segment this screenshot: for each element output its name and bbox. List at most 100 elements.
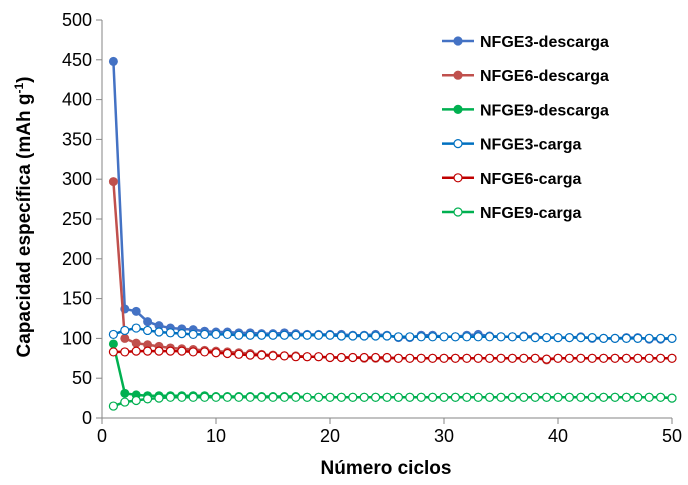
data-point [553, 333, 563, 343]
data-point [279, 351, 289, 361]
data-point [450, 392, 460, 402]
legend-swatch-marker [453, 70, 463, 80]
data-point [621, 353, 632, 363]
legend-entry: NFGE6-carga [442, 171, 581, 188]
y-tick-label: 300 [62, 169, 92, 189]
data-point [655, 392, 666, 402]
data-point [222, 329, 232, 340]
data-point [485, 392, 495, 402]
series-NFGE3-carga [108, 323, 677, 343]
data-point [473, 332, 483, 342]
data-point [439, 392, 449, 402]
data-point [633, 392, 643, 402]
data-point [177, 329, 187, 339]
data-point [302, 392, 312, 402]
data-point [371, 331, 381, 341]
data-point [416, 332, 426, 342]
data-point [177, 392, 187, 402]
data-point [416, 392, 426, 402]
legend-label: NFGE9-carga [480, 205, 581, 222]
y-axis-title: Capacidad específica (mAh g-1) [12, 77, 35, 358]
data-point [598, 353, 609, 363]
data-point [291, 392, 301, 402]
legend-label: NFGE6-descarga [480, 68, 609, 85]
data-point [530, 353, 540, 363]
data-point [428, 392, 438, 402]
data-point [222, 392, 232, 402]
data-point [621, 392, 632, 402]
data-point [120, 333, 130, 343]
legend-label: NFGE6-carga [480, 171, 581, 188]
series-NFGE3-descarga [108, 56, 677, 344]
x-tick-label: 30 [434, 426, 454, 446]
data-point [519, 353, 529, 363]
data-point [336, 392, 346, 402]
data-point [131, 338, 141, 348]
data-point [439, 353, 449, 363]
data-point [314, 330, 324, 340]
data-point [450, 353, 460, 363]
legend-swatch-marker [453, 36, 463, 46]
data-point [200, 392, 210, 402]
data-point [576, 333, 586, 343]
data-point [348, 352, 358, 363]
data-point [485, 353, 495, 363]
x-tick-label: 0 [97, 426, 107, 446]
data-point [553, 392, 563, 402]
data-point [359, 392, 369, 402]
legend-entry: NFGE9-descarga [442, 102, 609, 119]
legend-label: NFGE3-descarga [480, 34, 609, 51]
y-axis-title-close: ) [14, 77, 35, 83]
data-point [667, 353, 677, 363]
data-point [359, 331, 369, 341]
data-point [541, 354, 552, 364]
data-point [519, 332, 529, 342]
data-point [644, 353, 654, 363]
data-point [325, 392, 335, 402]
data-point [200, 329, 210, 340]
data-point [154, 346, 164, 356]
data-point [530, 333, 540, 343]
data-point [496, 392, 506, 402]
y-tick-label: 200 [62, 249, 92, 269]
data-point [245, 392, 255, 402]
x-tick-label: 40 [548, 426, 568, 446]
data-point [200, 347, 210, 357]
data-point [553, 353, 563, 363]
data-point [576, 353, 586, 363]
data-point [587, 392, 597, 402]
data-point [257, 350, 267, 360]
y-tick-label: 150 [62, 289, 92, 309]
y-tick-label: 350 [62, 129, 92, 149]
data-point [279, 392, 289, 402]
data-point [245, 330, 255, 340]
data-point [587, 353, 597, 363]
data-point [268, 351, 278, 361]
data-point [234, 349, 244, 359]
data-point [405, 392, 415, 402]
data-point [382, 352, 392, 363]
legend-entry: NFGE6-descarga [442, 68, 609, 85]
data-point [393, 332, 403, 342]
series-NFGE9-carga [108, 392, 677, 411]
data-point [325, 352, 335, 363]
data-point [473, 392, 483, 402]
data-point [336, 352, 346, 363]
data-point [143, 394, 153, 404]
data-point [165, 328, 175, 338]
data-point [120, 397, 130, 407]
data-point [120, 325, 130, 336]
data-point [621, 333, 632, 343]
data-point [428, 332, 438, 342]
data-point [120, 347, 130, 357]
data-point [131, 346, 141, 356]
data-point [655, 353, 666, 363]
data-point [257, 392, 267, 402]
data-point [165, 346, 175, 356]
data-point [108, 177, 118, 187]
data-point [564, 392, 575, 402]
data-point [416, 353, 426, 363]
data-point [633, 353, 643, 363]
data-point [291, 352, 301, 362]
